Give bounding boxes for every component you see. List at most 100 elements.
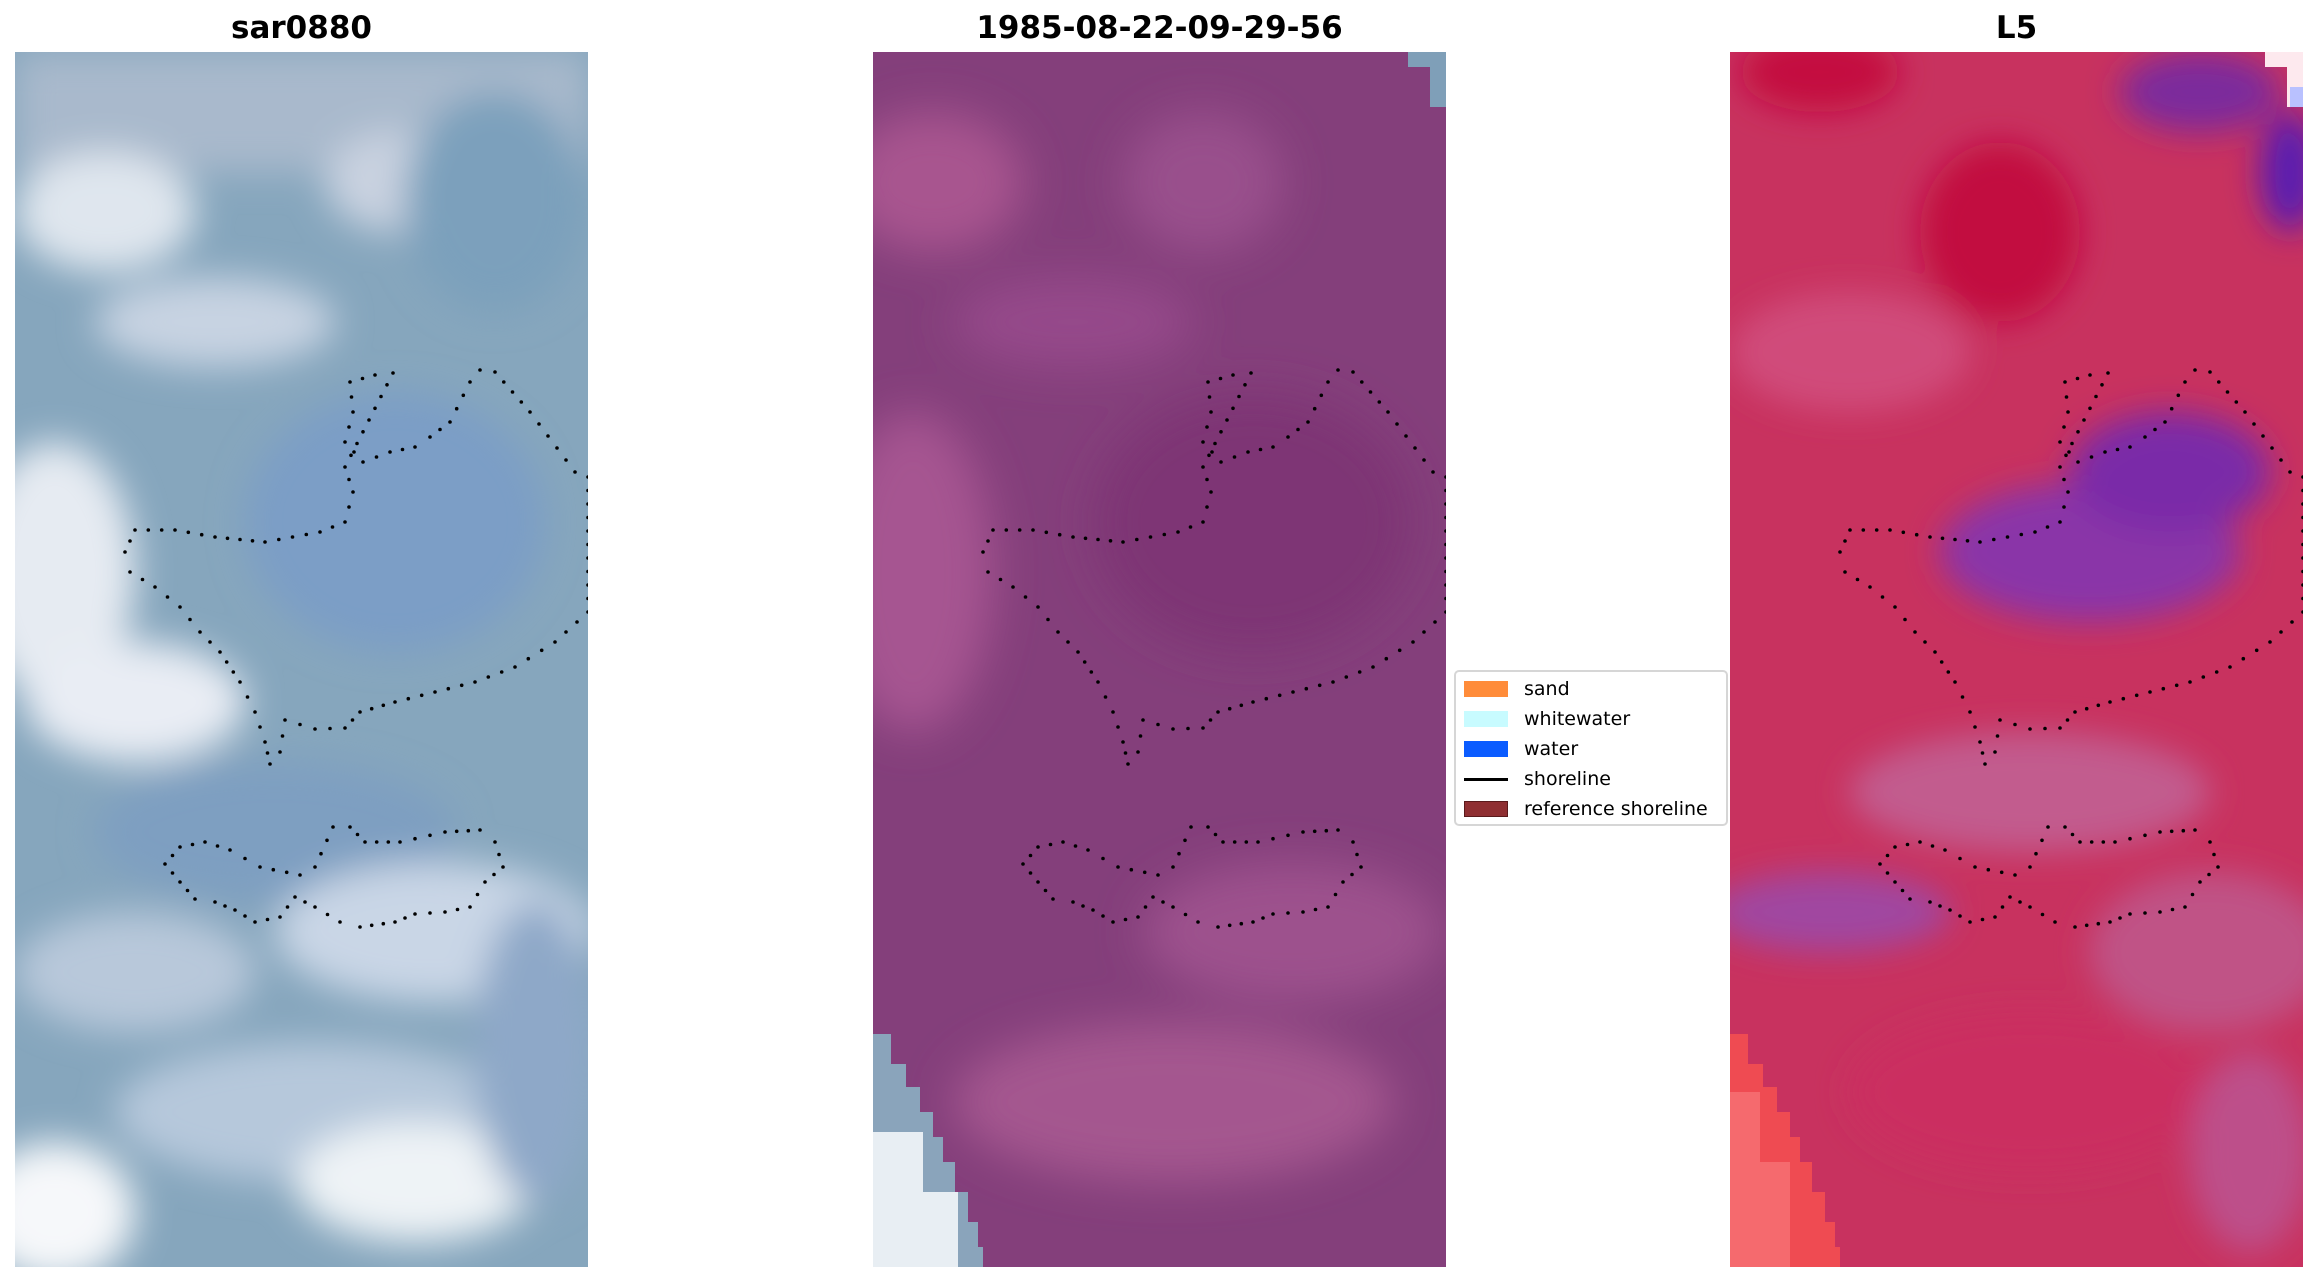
shoreline-dot (1986, 867, 1991, 872)
shoreline-dot (2148, 690, 2152, 694)
shoreline-dot (2243, 410, 2247, 414)
shoreline-dot (493, 370, 497, 374)
shoreline-dot (2062, 425, 2066, 429)
shoreline-dot (1359, 865, 1363, 869)
shoreline-dot (198, 630, 202, 634)
shoreline-dot (1973, 725, 1977, 729)
shoreline-dot (586, 542, 588, 547)
shoreline-dot (128, 570, 132, 574)
shoreline-dot (1993, 915, 1997, 919)
shoreline-dot (1251, 700, 1255, 704)
shoreline-dot (986, 539, 990, 543)
shoreline-dot (1141, 718, 1145, 722)
shoreline-dot (213, 900, 217, 904)
shoreline-dot (1304, 686, 1309, 691)
shoreline-dot (1051, 897, 1055, 901)
shoreline-dot (528, 410, 532, 414)
shoreline-dot (2301, 529, 2303, 533)
shoreline-dot (213, 535, 217, 539)
shoreline-dot (1946, 670, 1951, 674)
shoreline-dot (1422, 630, 1426, 634)
shoreline-dot (1324, 828, 1329, 833)
shoreline-dot (328, 726, 332, 731)
shoreline-dot (325, 912, 330, 917)
shoreline-dot (243, 856, 247, 861)
shoreline-dot (2128, 836, 2132, 841)
shoreline-dot (1968, 920, 1972, 924)
shoreline-dot (1888, 528, 1892, 532)
shoreline-dot (1286, 435, 1290, 439)
shoreline-dot (1843, 570, 1847, 574)
shoreline-dot (190, 842, 195, 847)
shoreline-dot (1893, 880, 1897, 884)
shoreline-dot (2108, 920, 2112, 924)
shoreline-dot (2065, 718, 2070, 722)
shoreline-dot (2174, 683, 2179, 688)
shoreline-dot (1121, 540, 1125, 544)
shoreline-dots-index (1838, 368, 2303, 929)
shoreline-dot (351, 490, 355, 494)
shoreline-dot (1073, 844, 1078, 848)
shoreline-dot (243, 914, 247, 918)
shoreline-dot (2096, 703, 2101, 708)
shoreline-dot (2040, 838, 2044, 843)
shoreline-dot (2212, 852, 2216, 857)
shoreline-dot (1089, 670, 1094, 674)
shoreline-dot (271, 867, 276, 872)
shoreline-dot (250, 539, 255, 543)
shoreline-dot (2169, 406, 2174, 411)
shoreline-dot (1326, 380, 1330, 384)
shoreline-dot (373, 406, 377, 411)
shoreline-dot (2301, 556, 2303, 560)
shoreline-dot (428, 833, 432, 838)
shoreline-dot (1371, 665, 1375, 669)
shoreline-dot (258, 725, 262, 729)
shoreline-dot (1048, 842, 1053, 847)
shoreline-dot (1135, 537, 1139, 542)
shoreline-dot (1331, 680, 1335, 684)
shoreline-dot (1206, 825, 1210, 829)
shoreline-dot (2158, 830, 2162, 834)
shoreline-dot (1108, 539, 1113, 543)
shoreline-dot (473, 680, 477, 684)
shoreline-dot (185, 888, 190, 893)
shoreline-dot (1878, 862, 1882, 866)
shoreline-dot (1171, 905, 1175, 909)
shoreline-dot (2067, 450, 2071, 454)
shoreline-dot (349, 395, 354, 399)
shoreline-dot (2063, 380, 2067, 384)
shoreline-dots-rgb (123, 368, 588, 929)
shoreline-dot (461, 393, 466, 398)
shoreline-dot (225, 536, 230, 541)
shoreline-dot (1205, 505, 1209, 509)
legend: sand whitewater water shoreline referenc… (1454, 670, 1728, 826)
shoreline-dot (1903, 617, 1907, 622)
shoreline-dot (1111, 920, 1115, 924)
shoreline-dot (478, 368, 482, 372)
shoreline-dot (1384, 656, 1389, 661)
shoreline-dot (400, 447, 405, 452)
shoreline-dot (981, 550, 985, 554)
shoreline-dot (1978, 540, 1982, 544)
shoreline-dot (343, 440, 347, 444)
shoreline-dot (478, 828, 482, 832)
shoreline-dot (153, 585, 157, 589)
shoreline-dot (1893, 845, 1897, 849)
shoreline-dot (1357, 670, 1362, 674)
shoreline-dot (2076, 460, 2080, 464)
shoreline-dot (433, 690, 437, 694)
shoreline-dot (2183, 905, 2187, 909)
shoreline-dot (331, 825, 335, 829)
shoreline-dot (2062, 505, 2066, 509)
shoreline-dot (369, 923, 374, 928)
shoreline-dot (1143, 905, 1148, 909)
shoreline-dot (2153, 427, 2157, 432)
shoreline-dot (2301, 569, 2303, 574)
shoreline-dot (2018, 900, 2022, 904)
shoreline-dot (1183, 912, 1188, 917)
shoreline-dot (1101, 914, 1105, 918)
shoreline-dot (1209, 410, 1213, 414)
shoreline-dot (367, 418, 371, 422)
shoreline-dot (1948, 908, 1952, 912)
shoreline-dot (1061, 840, 1065, 844)
